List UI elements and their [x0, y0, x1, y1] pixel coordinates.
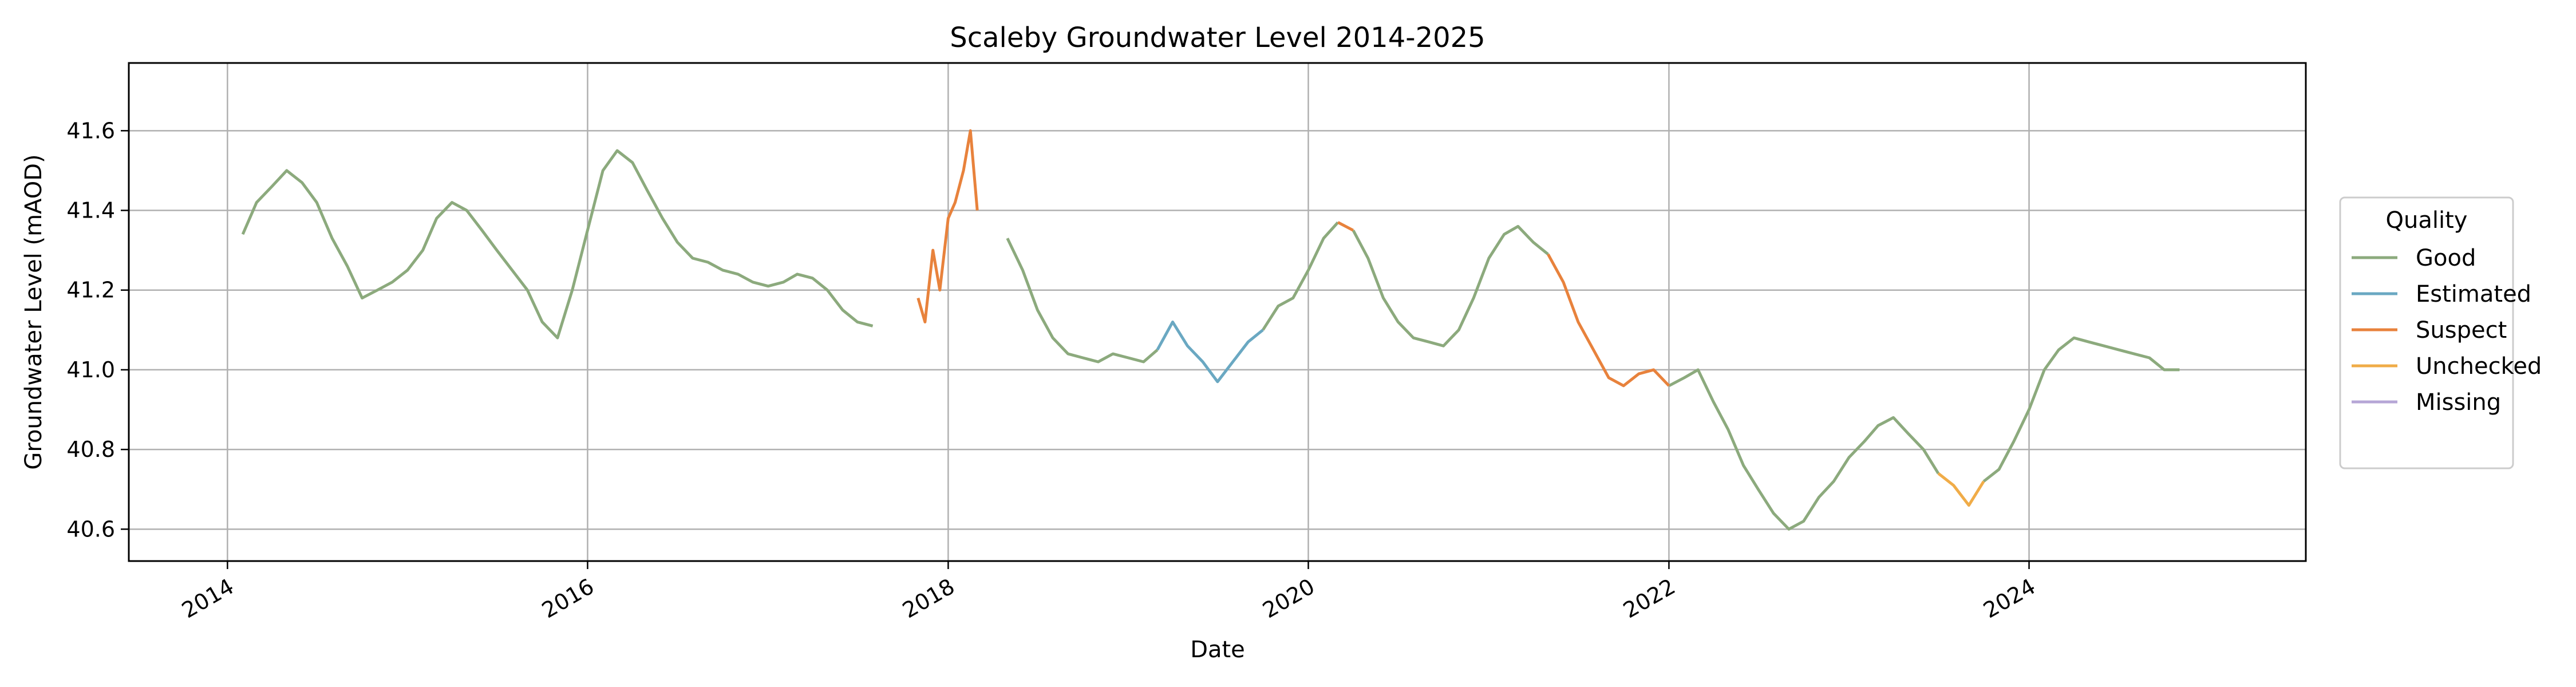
series-good-segment-3 [1352, 224, 1549, 348]
series-estimated-segment-0 [1156, 320, 1264, 384]
legend-label-estimated: Estimated [2416, 281, 2531, 307]
series-suspect-segment-2 [1547, 253, 1670, 388]
series-unchecked-segment-0 [1937, 472, 1985, 507]
series-suspect-segment-0 [916, 129, 979, 323]
x-tick-label: 2024 [1979, 574, 2040, 623]
x-tick-label: 2020 [1258, 574, 1319, 623]
y-tick-label: 41.2 [66, 278, 115, 303]
y-tick-label: 40.6 [66, 516, 115, 542]
x-tick-label: 2014 [177, 574, 238, 623]
legend-entries: Good Estimated Suspect Unchecked Missing [2352, 245, 2542, 416]
y-axis-label: Groundwater Level (mAOD) [21, 154, 47, 469]
legend-label-missing: Missing [2416, 389, 2501, 416]
series-suspect [916, 129, 1670, 388]
y-tick-label: 41.6 [66, 118, 115, 143]
legend-label-unchecked: Unchecked [2416, 353, 2542, 380]
series-good-segment-4 [1668, 368, 1940, 531]
series-good-segment-5 [1982, 336, 2180, 483]
x-axis-label: Date [1190, 637, 1245, 663]
x-axis-ticks: 2014 2016 2018 2020 2022 2024 [177, 561, 2040, 623]
series-good-segment-2 [1262, 221, 1340, 331]
series-estimated [1156, 320, 1264, 384]
x-tick-label: 2016 [538, 574, 598, 623]
series-good [241, 149, 2180, 531]
legend: Quality Good Estimated Suspect Unchecked Mis… [2339, 196, 2542, 469]
grid [129, 63, 2306, 561]
series-good-segment-1 [1006, 238, 1159, 364]
plot-area-frame [128, 62, 2307, 562]
x-tick-label: 2022 [1619, 574, 1680, 623]
series-unchecked [1937, 472, 1985, 507]
chart-title: Scaleby Groundwater Level 2014-2025 [950, 22, 1485, 54]
y-tick-label: 41.0 [66, 357, 115, 382]
series-lines [241, 129, 2180, 531]
y-tick-label: 40.8 [66, 437, 115, 462]
legend-label-suspect: Suspect [2416, 317, 2507, 344]
y-tick-label: 41.4 [66, 198, 115, 223]
series-good-segment-0 [241, 149, 874, 339]
x-tick-label: 2018 [898, 574, 959, 623]
legend-title: Quality [2386, 207, 2468, 234]
series-suspect-segment-1 [1337, 221, 1354, 232]
legend-label-good: Good [2416, 245, 2476, 271]
y-axis-ticks: 40.6 40.8 41.0 41.2 41.4 41.6 [66, 118, 129, 542]
